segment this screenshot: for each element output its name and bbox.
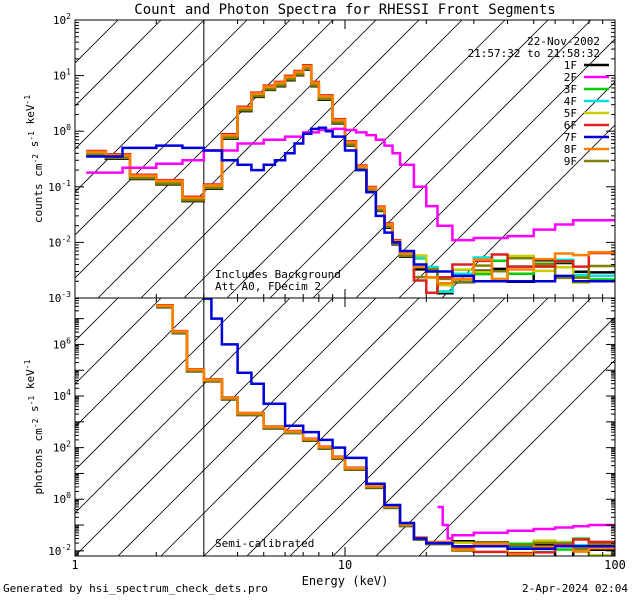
y-tick-label: 100 <box>53 123 71 138</box>
date-label: 22-Nov-2002 <box>527 35 600 48</box>
hatch-line <box>97 20 377 298</box>
series-9F-counts <box>86 67 615 283</box>
time-range-label: 21:57:32 to 21:58:32 <box>468 47 600 60</box>
footer-generated-by: Generated by hsi_spectrum_check_dets.pro <box>3 582 268 595</box>
legend-label-4F: 4F <box>564 95 577 108</box>
hatch-line <box>183 20 463 298</box>
panel-counts: 102 101 100 10-1 10-2 10-3 counts cm-2 s-1 keV… <box>23 12 616 305</box>
legend-label-9F: 9F <box>564 155 577 168</box>
y-tick-label: 106 <box>53 336 71 351</box>
y-axis-label-photons: photons cm-2 s-1 keV-1 <box>23 359 45 494</box>
series-3F-counts <box>86 64 615 293</box>
annotation: Att A0, FDecim 2 <box>215 280 321 293</box>
hatch-line <box>75 20 162 107</box>
panel-photons: 106 104 102 100 10-2 photons cm-2 s-1 keV-1 Se… <box>23 297 616 558</box>
x-tick-label: 1 <box>71 558 78 572</box>
hatch-line <box>269 20 549 298</box>
hatch-line <box>75 20 119 64</box>
legend-label-7F: 7F <box>564 131 577 144</box>
hatch-line <box>117 298 377 556</box>
hatch-line <box>226 20 506 298</box>
hatch-line <box>140 20 420 298</box>
x-tick-label: 100 <box>604 558 626 572</box>
hatch-line <box>75 298 119 342</box>
annotation: Includes Background <box>215 268 341 281</box>
hatch-line <box>375 316 615 556</box>
hatch-line <box>246 298 506 556</box>
y-tick-label: 102 <box>53 440 71 455</box>
series-2F-photons <box>437 505 615 540</box>
y-tick-label: 100 <box>53 491 71 506</box>
footer-timestamp: 2-Apr-2024 02:04 <box>522 582 628 595</box>
hatch-line <box>355 38 615 298</box>
annotation: Semi-calibrated <box>215 537 314 550</box>
counts-series <box>86 63 615 295</box>
legend-label-5F: 5F <box>564 107 577 120</box>
y-tick-label: 104 <box>53 388 71 403</box>
hatch-line <box>75 20 291 236</box>
hatch-line <box>75 298 291 514</box>
hatch-line <box>75 20 334 279</box>
hatch-line <box>75 298 205 428</box>
photons-series <box>156 298 615 556</box>
legend-label-6F: 6F <box>564 119 577 132</box>
chart-title: Count and Photon Spectra for RHESSI Fron… <box>134 2 555 18</box>
y-tick-label: 10-2 <box>48 234 71 249</box>
hatch-line <box>441 124 615 298</box>
hatch-line <box>75 298 162 385</box>
legend-label-1F: 1F <box>564 59 577 72</box>
panel-frame <box>74 297 616 557</box>
hatch-line <box>203 298 463 556</box>
series-2F-counts <box>86 127 615 242</box>
hatch-line <box>312 20 592 298</box>
series-7F-counts <box>86 126 615 283</box>
series-7F-photons <box>203 298 615 551</box>
hatch-region <box>75 20 615 298</box>
x-tick-label: 10 <box>338 558 352 572</box>
y-tick-label: 10-1 <box>48 179 71 194</box>
legend-label-8F: 8F <box>564 143 577 156</box>
y-axis-label-counts: counts cm-2 s-1 keV-1 <box>23 95 45 223</box>
y-tick-label: 10-2 <box>48 543 71 558</box>
hatch-line <box>75 20 205 150</box>
y-tick-label: 101 <box>53 68 71 83</box>
x-axis-label: Energy (keV) <box>302 574 389 588</box>
hatch-region <box>75 298 615 556</box>
series-5F-counts <box>86 65 615 287</box>
hatch-line <box>398 81 615 298</box>
y-tick-label: 102 <box>53 12 71 27</box>
legend-label-2F: 2F <box>564 71 577 84</box>
legend-label-3F: 3F <box>564 83 577 96</box>
y-tick-label: 10-3 <box>48 290 71 305</box>
hatch-line <box>418 359 615 556</box>
hatch-line <box>289 298 549 556</box>
hatch-line <box>332 298 592 556</box>
